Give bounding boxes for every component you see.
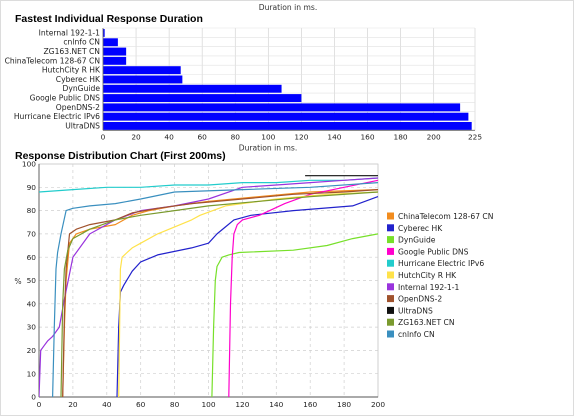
line-y-tick-label: 30 bbox=[27, 323, 37, 332]
bar-category-label: Cyberec HK bbox=[56, 75, 101, 84]
bar-x-tick-label: 180 bbox=[394, 132, 408, 141]
legend-label: HutchCity R HK bbox=[398, 271, 457, 280]
legend-label: Hurricane Electric IPv6 bbox=[398, 259, 484, 268]
line-y-tick-label: 40 bbox=[27, 299, 37, 308]
line-x-tick-label: 40 bbox=[102, 400, 112, 409]
line-y-tick-label: 80 bbox=[27, 206, 37, 215]
bar-category-label: UltraDNS bbox=[65, 121, 100, 130]
bar-x-tick-label: 60 bbox=[197, 132, 207, 141]
line-series-10 bbox=[52, 182, 379, 397]
legend-swatch bbox=[387, 212, 394, 220]
bar-x-tick-label: 0 bbox=[101, 132, 106, 141]
line-y-tick-label: 90 bbox=[27, 183, 37, 192]
legend-swatch bbox=[387, 306, 394, 314]
line-chart-title: Response Distribution Chart (First 200ms… bbox=[15, 150, 226, 162]
line-x-tick-label: 100 bbox=[201, 400, 215, 409]
line-x-tick-label: 200 bbox=[371, 400, 385, 409]
bar-category-label: Google Public DNS bbox=[30, 93, 101, 102]
legend-swatch bbox=[387, 224, 394, 232]
line-y-tick-label: 70 bbox=[27, 230, 37, 239]
bar-category-label: DynGuide bbox=[63, 84, 101, 93]
legend-label: Cyberec HK bbox=[398, 224, 443, 233]
line-x-tick-label: 140 bbox=[269, 400, 283, 409]
bar-mark bbox=[103, 112, 469, 121]
legend-swatch bbox=[387, 295, 394, 303]
bar-x-tick-label: 225 bbox=[468, 132, 482, 141]
bar-x-tick-label: 20 bbox=[131, 132, 141, 141]
bar-x-tick-label: 200 bbox=[427, 132, 441, 141]
legend-label: Internal 192-1-1 bbox=[398, 283, 459, 292]
line-y-tick-label: 20 bbox=[27, 346, 37, 355]
bar-category-label: ZG163.NET CN bbox=[43, 47, 100, 56]
line-x-tick-label: 120 bbox=[235, 400, 249, 409]
legend-label: OpenDNS-2 bbox=[398, 295, 442, 304]
bar-x-tick-label: 40 bbox=[164, 132, 174, 141]
bar-mark bbox=[103, 38, 118, 47]
bar-mark bbox=[103, 66, 181, 75]
line-x-tick-label: 180 bbox=[337, 400, 351, 409]
bar-mark bbox=[103, 75, 183, 84]
legend-swatch bbox=[387, 271, 394, 279]
legend-label: UltraDNS bbox=[398, 306, 433, 315]
bar-category-label: ChinaTelecom 128-67 CN bbox=[5, 56, 100, 65]
bar-mark bbox=[103, 56, 127, 65]
line-x-tick-label: 80 bbox=[170, 400, 180, 409]
legend-swatch bbox=[387, 318, 394, 326]
line-x-tick-label: 20 bbox=[68, 400, 78, 409]
line-series-3 bbox=[228, 179, 379, 397]
legend-label: DynGuide bbox=[398, 236, 436, 245]
bar-category-label: HutchCity R HK bbox=[42, 66, 101, 75]
line-y-tick-label: 60 bbox=[27, 253, 37, 262]
legend-swatch bbox=[387, 236, 394, 244]
legend-swatch bbox=[387, 247, 394, 255]
line-y-tick-label: 50 bbox=[27, 276, 37, 285]
legend-swatch bbox=[387, 330, 394, 338]
bar-chart-title: Fastest Individual Response Duration bbox=[15, 13, 203, 25]
line-y-tick-label: 0 bbox=[31, 393, 36, 402]
bar-category-label: OpenDNS-2 bbox=[56, 103, 100, 112]
line-y-tick-label: 10 bbox=[27, 369, 37, 378]
bar-category-label: Hurricane Electric IPv6 bbox=[14, 112, 100, 121]
legend-label: ChinaTelecom 128-67 CN bbox=[398, 212, 493, 221]
line-y-tick-label: 100 bbox=[22, 160, 36, 169]
bar-x-tick-label: 140 bbox=[327, 132, 341, 141]
legend-label: ZG163.NET CN bbox=[398, 318, 455, 327]
line-series-7 bbox=[62, 189, 379, 397]
bar-mark bbox=[103, 47, 127, 56]
bar-x-tick-label: 100 bbox=[261, 132, 275, 141]
legend-label: cnlnfo CN bbox=[398, 330, 435, 339]
bar-top-axis-label: Duration in ms. bbox=[259, 3, 318, 12]
bar-x-axis-label: Duration in ms. bbox=[239, 143, 298, 152]
legend-swatch bbox=[387, 283, 394, 291]
bar-mark bbox=[103, 122, 472, 130]
bar-category-label: cnlnfo CN bbox=[63, 38, 100, 47]
legend-label: Google Public DNS bbox=[398, 247, 469, 256]
bar-mark bbox=[103, 103, 461, 112]
bar-x-tick-label: 80 bbox=[231, 132, 241, 141]
line-series-2 bbox=[211, 233, 379, 397]
line-series-9 bbox=[60, 191, 379, 397]
bar-mark bbox=[103, 84, 282, 93]
line-series-4 bbox=[39, 177, 379, 193]
line-series-1 bbox=[116, 196, 379, 397]
bar-category-label: Internal 192-1-1 bbox=[39, 28, 100, 37]
line-series-0 bbox=[62, 189, 379, 397]
bar-x-tick-label: 120 bbox=[294, 132, 308, 141]
line-series-6 bbox=[39, 177, 379, 397]
bar-x-tick-label: 160 bbox=[360, 132, 374, 141]
line-x-tick-label: 0 bbox=[37, 400, 42, 409]
line-x-tick-label: 160 bbox=[303, 400, 317, 409]
line-series-5 bbox=[118, 191, 379, 397]
legend-swatch bbox=[387, 259, 394, 267]
bar-mark bbox=[103, 94, 302, 102]
bar-mark bbox=[103, 29, 105, 37]
line-y-axis-label: % bbox=[14, 277, 21, 286]
line-series-group bbox=[39, 175, 379, 397]
line-x-tick-label: 60 bbox=[136, 400, 146, 409]
